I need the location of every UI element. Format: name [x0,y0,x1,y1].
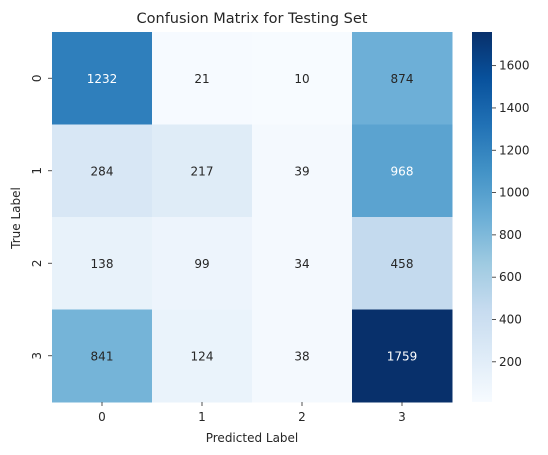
colorbar-tick-label: 200 [499,355,522,369]
heatmap-cells [52,32,453,403]
chart-title: Confusion Matrix for Testing Set [137,11,368,27]
colorbar-tick-label: 1400 [499,101,530,115]
colorbar-tick-label: 600 [499,270,522,284]
x-axis-label: Predicted Label [206,431,299,445]
cell-value-label: 874 [391,72,414,86]
cell-value-label: 10 [294,72,309,86]
x-tick-label: 0 [98,410,106,424]
x-tick-label: 1 [198,410,206,424]
cell-value-label: 99 [194,257,209,271]
cell-value-label: 217 [191,164,214,178]
cell-value-label: 138 [91,257,114,271]
colorbar [472,32,492,402]
cell-value-label: 39 [294,164,309,178]
colorbar-tick-label: 1000 [499,186,530,200]
colorbar-tick-label: 1600 [499,59,530,73]
cell-value-label: 458 [391,257,414,271]
colorbar-tick-label: 400 [499,312,522,326]
cell-value-label: 841 [91,349,114,363]
cell-value-label: 21 [194,72,209,86]
y-tick-label: 2 [30,259,44,267]
cell-value-label: 284 [91,164,114,178]
colorbar-tick-label: 800 [499,228,522,242]
colorbar-ticks: 200 400 600 800 1000 1200 1400 1600 [492,59,530,369]
colorbar-tick-label: 1200 [499,143,530,157]
y-tick-label: 3 [30,352,44,360]
x-axis-ticks: 0 1 2 3 [98,402,406,424]
cell-value-label: 1759 [387,349,418,363]
cell-value-label: 34 [294,257,309,271]
cell-value-label: 38 [294,349,309,363]
x-tick-label: 2 [298,410,306,424]
cell-value-label: 124 [191,349,214,363]
cell-value-label: 1232 [87,72,118,86]
y-axis-label: True Label [9,187,23,250]
y-tick-label: 0 [30,74,44,82]
y-axis-ticks: 0 1 2 3 [30,74,52,359]
cell-value-label: 968 [391,164,414,178]
y-tick-label: 1 [30,167,44,175]
x-tick-label: 3 [398,410,406,424]
